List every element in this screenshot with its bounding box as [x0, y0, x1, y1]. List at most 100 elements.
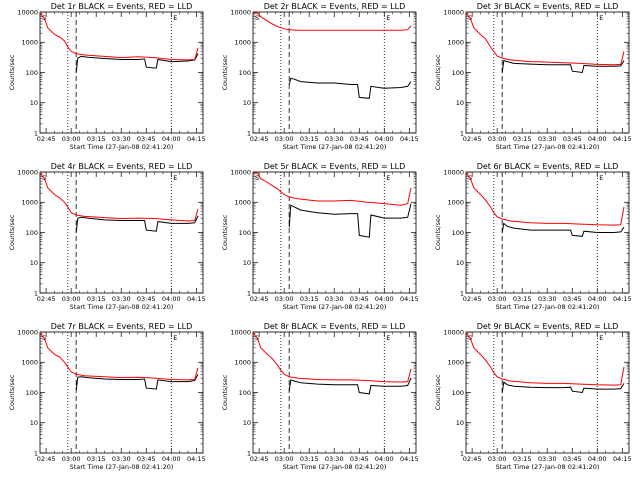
y-tick-label: 100	[239, 389, 251, 397]
x-tick-label: 04:00	[375, 455, 394, 463]
x-tick-label: 03:15	[513, 135, 532, 143]
lld-series-line	[466, 172, 625, 226]
x-tick-label: 03:30	[325, 455, 344, 463]
y-tick-label: 1000	[21, 39, 38, 47]
detector-panel: Det 5r BLACK = Events, RED = LLD 1 10 100 10…	[221, 162, 419, 311]
x-tick-label: 03:15	[87, 135, 106, 143]
x-tick-label: 04:00	[162, 295, 181, 303]
y-axis-label: Counts/sec	[8, 54, 16, 90]
y-tick-label: 10	[243, 99, 251, 107]
y-axis-label: Counts/sec	[434, 374, 442, 410]
y-tick-label: 10	[30, 419, 38, 427]
x-tick-label: 03:00	[488, 135, 507, 143]
y-tick-label: 10	[456, 259, 464, 267]
x-tick-label: 03:45	[563, 455, 582, 463]
y-axis-label: Counts/sec	[8, 374, 16, 410]
end-marker: E	[386, 14, 390, 22]
y-tick-label: 10000	[230, 8, 251, 16]
plot-frame	[252, 331, 417, 454]
y-tick-label: 10000	[443, 8, 464, 16]
x-tick-label: 03:15	[300, 295, 319, 303]
lld-series-line	[466, 12, 625, 66]
y-tick-label: 10000	[443, 328, 464, 336]
x-tick-label: 03:00	[488, 455, 507, 463]
lld-series-line	[253, 172, 412, 206]
y-tick-label: 10	[243, 259, 251, 267]
y-tick-label: 1000	[234, 359, 251, 367]
x-tick-label: 03:45	[563, 295, 582, 303]
detector-panel: Det 9r BLACK = Events, RED = LLD 1 10 100 10…	[434, 322, 632, 471]
y-axis-label: Counts/sec	[434, 214, 442, 250]
lld-series-line	[466, 332, 625, 386]
x-tick-label: 04:00	[162, 455, 181, 463]
events-series-line	[288, 77, 412, 99]
x-tick-label: 03:15	[87, 455, 106, 463]
plot-frame	[252, 171, 417, 294]
events-series-line	[75, 374, 199, 391]
x-tick-label: 03:45	[350, 295, 369, 303]
x-tick-label: 03:30	[538, 295, 557, 303]
panel-title: Det 5r BLACK = Events, RED = LLD	[264, 162, 406, 171]
x-tick-label: 04:00	[162, 135, 181, 143]
x-tick-label: 04:15	[613, 455, 632, 463]
lld-series-line	[253, 12, 412, 31]
end-marker: E	[173, 14, 177, 22]
detector-panel: Det 2r BLACK = Events, RED = LLD 1 10 100 10…	[221, 2, 419, 151]
y-tick-label: 100	[26, 389, 38, 397]
events-series-line	[75, 215, 199, 233]
x-tick-label: 04:00	[375, 135, 394, 143]
x-tick-label: 04:00	[375, 295, 394, 303]
x-tick-label: 03:15	[300, 135, 319, 143]
panel-title: Det 4r BLACK = Events, RED = LLD	[51, 162, 193, 171]
events-series-line	[501, 381, 625, 394]
detector-panel: Det 8r BLACK = Events, RED = LLD 1 10 100 10…	[221, 322, 419, 471]
y-tick-label: 1000	[234, 39, 251, 47]
panel-title: Det 1r BLACK = Events, RED = LLD	[51, 2, 193, 11]
plot-frame	[465, 11, 630, 134]
x-tick-label: 02:45	[250, 455, 269, 463]
x-tick-label: 03:15	[87, 295, 106, 303]
y-tick-label: 10000	[230, 328, 251, 336]
y-tick-label: 10000	[230, 168, 251, 176]
y-tick-label: 1000	[447, 39, 464, 47]
x-tick-label: 03:15	[300, 455, 319, 463]
y-tick-label: 100	[26, 69, 38, 77]
x-tick-label: 03:45	[137, 295, 156, 303]
y-tick-label: 10000	[17, 328, 38, 336]
x-tick-label: 03:00	[275, 295, 294, 303]
x-axis-label: Start Time (27-Jan-08 02:41:20)	[70, 143, 174, 151]
events-series-line	[501, 59, 625, 74]
x-axis-label: Start Time (27-Jan-08 02:41:20)	[70, 303, 174, 311]
x-tick-label: 03:45	[137, 135, 156, 143]
y-tick-label: 1	[247, 129, 251, 137]
y-tick-label: 10000	[443, 168, 464, 176]
end-marker: E	[599, 174, 603, 182]
x-tick-label: 03:00	[62, 455, 81, 463]
y-tick-label: 1	[247, 289, 251, 297]
events-series-line	[501, 222, 625, 237]
panel-title: Det 7r BLACK = Events, RED = LLD	[51, 322, 193, 331]
x-tick-label: 04:00	[588, 135, 607, 143]
x-tick-label: 03:30	[112, 295, 131, 303]
x-tick-label: 03:00	[275, 455, 294, 463]
x-tick-label: 03:30	[112, 135, 131, 143]
y-axis-label: Counts/sec	[221, 214, 229, 250]
y-tick-label: 1	[460, 129, 464, 137]
panel-title: Det 9r BLACK = Events, RED = LLD	[477, 322, 619, 331]
y-tick-label: 1	[34, 129, 38, 137]
x-tick-label: 03:45	[350, 135, 369, 143]
y-tick-label: 100	[26, 229, 38, 237]
x-tick-label: 02:45	[463, 135, 482, 143]
x-axis-label: Start Time (27-Jan-08 02:41:20)	[496, 303, 600, 311]
end-marker: E	[599, 14, 603, 22]
y-axis-label: Counts/sec	[434, 54, 442, 90]
panel-title: Det 2r BLACK = Events, RED = LLD	[264, 2, 406, 11]
lld-series-line	[253, 332, 412, 383]
end-marker: E	[173, 174, 177, 182]
lld-series-line	[40, 172, 199, 222]
x-tick-label: 03:30	[538, 455, 557, 463]
x-tick-label: 04:15	[187, 295, 206, 303]
detector-panel: Det 6r BLACK = Events, RED = LLD 1 10 100 10…	[434, 162, 632, 311]
events-series-line	[288, 377, 412, 395]
x-tick-label: 02:45	[463, 455, 482, 463]
